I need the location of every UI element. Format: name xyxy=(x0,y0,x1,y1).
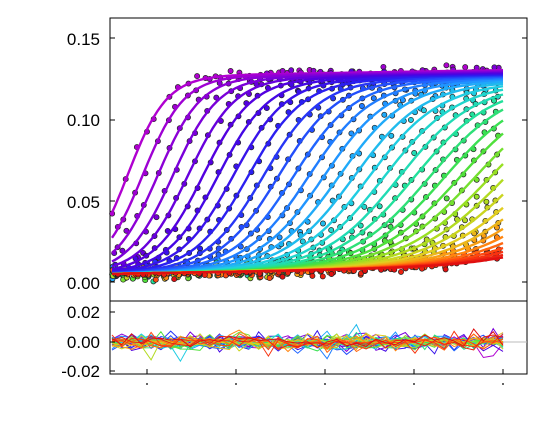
data-point-s3-4 xyxy=(153,214,160,221)
resid-y-tick-label-neg-0-02: -0.02 xyxy=(61,362,100,381)
data-point-s32-4 xyxy=(152,276,159,283)
data-point-s35-6 xyxy=(171,276,178,283)
data-point-s15-20 xyxy=(320,220,326,227)
data-point-s17-21 xyxy=(328,227,335,234)
x-tick-label-stub-1 xyxy=(146,383,148,385)
data-point-s16-30 xyxy=(420,107,427,114)
data-point-s34-28 xyxy=(398,268,404,275)
y-tick-label-0-15: 0.15 xyxy=(67,30,100,49)
fit-line-series-10 xyxy=(111,76,504,275)
data-point-s18-24 xyxy=(357,222,364,229)
main-plot-area xyxy=(109,62,504,285)
data-point-s0-8 xyxy=(194,73,201,80)
x-tick-label-stubs xyxy=(146,383,504,385)
data-point-s15-27 xyxy=(388,132,395,139)
data-point-s35-32 xyxy=(442,266,449,273)
y-tick-label-0-10: 0.10 xyxy=(67,111,100,130)
data-point-s3-17 xyxy=(288,67,295,74)
data-point-s18-26 xyxy=(376,203,383,210)
data-point-s1-26 xyxy=(380,63,387,70)
data-point-s13-23 xyxy=(348,130,355,137)
data-point-s6-15 xyxy=(263,105,270,112)
data-point-s34-20 xyxy=(319,273,326,280)
y-tick-label-0-05: 0.05 xyxy=(67,193,100,212)
x-tick-label-stub-3 xyxy=(324,383,326,385)
data-point-s3-10 xyxy=(213,94,220,101)
data-point-s16-29 xyxy=(407,116,414,123)
data-point-s25-36 xyxy=(483,198,490,205)
fit-lines xyxy=(110,68,504,275)
data-point-s32-15 xyxy=(266,275,273,282)
data-point-s17-24 xyxy=(361,203,368,210)
data-point-s14-26 xyxy=(381,111,388,118)
residual-plot-frame xyxy=(109,300,528,375)
fit-line-series-11 xyxy=(111,77,504,275)
data-point-s24-35 xyxy=(473,193,480,200)
data-point-s0-11 xyxy=(227,68,234,74)
data-point-s0-34 xyxy=(462,64,469,71)
data-point-s35-16 xyxy=(279,273,286,280)
data-point-s12-25 xyxy=(370,95,377,102)
data-point-s16-18 xyxy=(299,238,306,245)
data-point-s0-32 xyxy=(443,62,450,69)
residual-line-series-30 xyxy=(111,329,504,353)
y-tick-label-0-00: 0.00 xyxy=(67,274,100,293)
data-point-s12-24 xyxy=(358,103,365,109)
residual-line-series-34 xyxy=(111,334,504,351)
resid-y-tick-label-0-02: 0.02 xyxy=(67,303,100,322)
data-point-s25-34 xyxy=(462,217,468,224)
resid-y-tick-label-0-00: 0.00 xyxy=(67,333,100,352)
data-point-s21-27 xyxy=(387,223,394,230)
data-point-s18-29 xyxy=(411,150,418,156)
tick-marks xyxy=(110,37,527,374)
residual-plot-area xyxy=(110,323,527,363)
residual-line-series-31 xyxy=(111,333,504,354)
x-tick-label-stub-4 xyxy=(413,383,415,385)
x-tick-label-stub-2 xyxy=(235,383,237,385)
residual-line-series-27 xyxy=(111,332,504,350)
data-point-s35-21 xyxy=(328,271,335,277)
fit-line-series-35 xyxy=(112,256,504,275)
residual-line-series-35 xyxy=(111,328,504,349)
data-point-s13-16 xyxy=(276,234,283,241)
data-point-s22-32 xyxy=(443,195,450,202)
x-tick-label-stub-5 xyxy=(502,383,504,385)
